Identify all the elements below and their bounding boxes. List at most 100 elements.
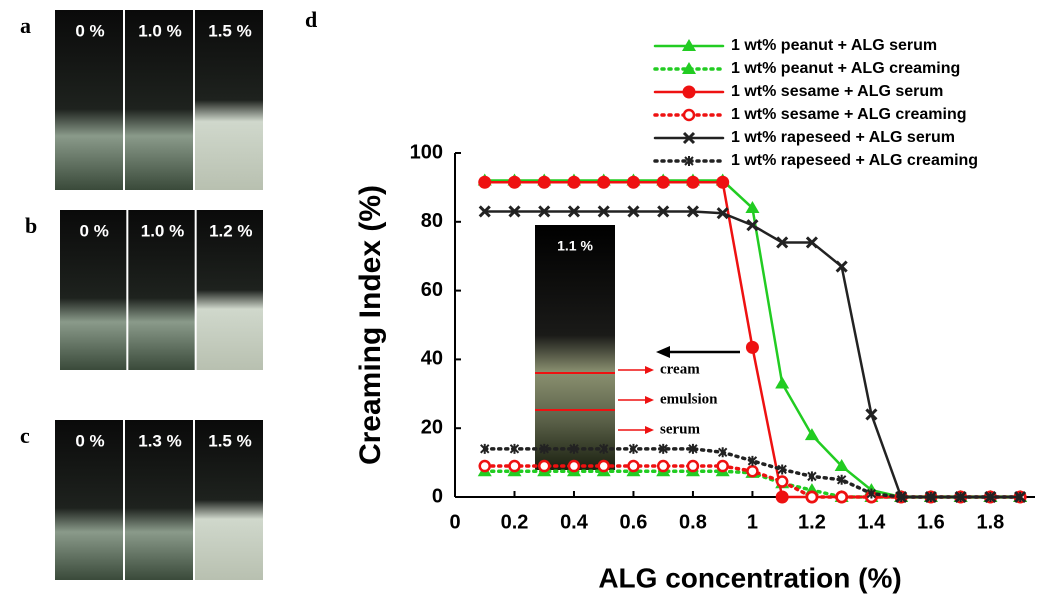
marker <box>686 459 700 473</box>
marker <box>866 488 877 499</box>
marker <box>775 490 789 504</box>
marker <box>805 236 818 249</box>
annotation: serum <box>660 421 700 437</box>
marker <box>508 205 521 218</box>
marker <box>686 175 700 189</box>
vial-photo <box>195 10 263 190</box>
marker <box>834 459 849 472</box>
marker <box>478 205 491 218</box>
vial-photo <box>196 210 263 370</box>
vial-photo <box>128 210 195 370</box>
marker <box>1015 492 1025 502</box>
y-tick-label: 60 <box>421 279 443 301</box>
annotation: emulsion <box>660 391 718 407</box>
vial-photo <box>55 10 123 190</box>
marker <box>478 459 491 473</box>
x-tick-label: 1 <box>747 511 758 533</box>
vial-label: 1.5 % <box>208 21 251 40</box>
marker <box>627 459 640 473</box>
marker <box>805 490 819 504</box>
annotation-arrow-head <box>645 426 654 434</box>
marker <box>537 459 551 473</box>
photo-panels: a 0 % 1.0 % 1.5 % b 0 % 1.0 % 1.2 % c 0 % 1.3 % 1.5… <box>20 10 263 580</box>
marker <box>804 428 819 441</box>
marker <box>658 443 668 454</box>
vial-photo <box>55 420 123 580</box>
marker <box>626 175 640 189</box>
marker <box>747 455 758 466</box>
x-tick-label: 0.8 <box>679 511 707 533</box>
annotation: cream <box>660 361 700 377</box>
legend-label: 1 wt% sesame + ALG creaming <box>731 106 967 123</box>
vial-label: 0 % <box>75 431 104 450</box>
legend-label: 1 wt% rapeseed + ALG creaming <box>731 152 978 169</box>
vial-label: 1.0 % <box>138 21 181 40</box>
marker <box>682 131 696 145</box>
marker <box>682 39 696 51</box>
marker <box>628 443 639 454</box>
marker <box>807 471 817 482</box>
marker <box>567 175 581 189</box>
x-tick-label: 1.4 <box>858 511 887 533</box>
y-tick-label: 40 <box>421 348 443 370</box>
marker <box>717 447 728 458</box>
series <box>480 443 1025 502</box>
marker <box>567 459 581 473</box>
marker <box>480 443 490 454</box>
vial-photo <box>125 420 193 580</box>
x-tick-label: 0.4 <box>560 511 589 533</box>
marker <box>896 492 906 502</box>
x-tick-label: 1.8 <box>976 511 1004 533</box>
vial-label: 0 % <box>80 221 109 240</box>
marker <box>746 464 759 478</box>
panel-letter: c <box>20 423 30 448</box>
marker <box>836 474 847 485</box>
panel-letter: b <box>25 213 37 238</box>
legend-label: 1 wt% rapeseed + ALG serum <box>731 129 955 146</box>
marker <box>716 207 729 220</box>
vial-photo <box>125 10 193 190</box>
panel-letter: a <box>20 13 31 38</box>
vial-label: 0 % <box>75 21 104 40</box>
x-tick-label: 0 <box>449 511 460 533</box>
marker <box>509 443 520 454</box>
marker <box>538 205 551 218</box>
marker <box>716 175 730 189</box>
vial-label: 1.5 % <box>208 431 251 450</box>
legend-label: 1 wt% peanut + ALG creaming <box>731 60 960 77</box>
y-tick-label: 100 <box>410 141 443 163</box>
vial-label: 1.0 % <box>141 221 184 240</box>
vial-label: 1.2 % <box>209 221 252 240</box>
y-axis-title: Creaming Index (%) <box>354 185 387 465</box>
marker <box>775 376 790 389</box>
marker <box>567 205 581 218</box>
y-tick-label: 80 <box>421 210 443 232</box>
marker <box>539 443 549 454</box>
panel-label: d <box>305 7 317 32</box>
marker <box>597 175 611 189</box>
legend-label: 1 wt% sesame + ALG serum <box>731 83 943 100</box>
marker <box>926 492 936 502</box>
marker <box>985 492 996 502</box>
marker <box>656 175 670 189</box>
marker <box>597 205 610 218</box>
marker <box>627 205 640 218</box>
annotation-arrow-head <box>645 366 654 374</box>
marker <box>507 175 521 189</box>
marker <box>775 475 789 488</box>
marker <box>746 219 759 232</box>
marker <box>955 492 966 502</box>
marker <box>835 490 848 504</box>
marker <box>537 175 551 189</box>
marker <box>569 443 579 454</box>
marker <box>745 201 760 214</box>
marker <box>599 443 609 454</box>
inset-label: 1.1 % <box>557 238 593 254</box>
arrow-head <box>656 346 670 358</box>
marker <box>682 85 696 99</box>
marker <box>684 156 694 166</box>
x-axis-title: ALG concentration (%) <box>598 562 901 593</box>
vial-photo <box>60 210 127 370</box>
annotation-arrow-head <box>645 396 654 404</box>
chart: d 0 20 40 60 80 100 0 0.2 0.4 0.6 0.8 1 1.2 1.4 1.6 1.8 C… <box>305 7 1035 593</box>
